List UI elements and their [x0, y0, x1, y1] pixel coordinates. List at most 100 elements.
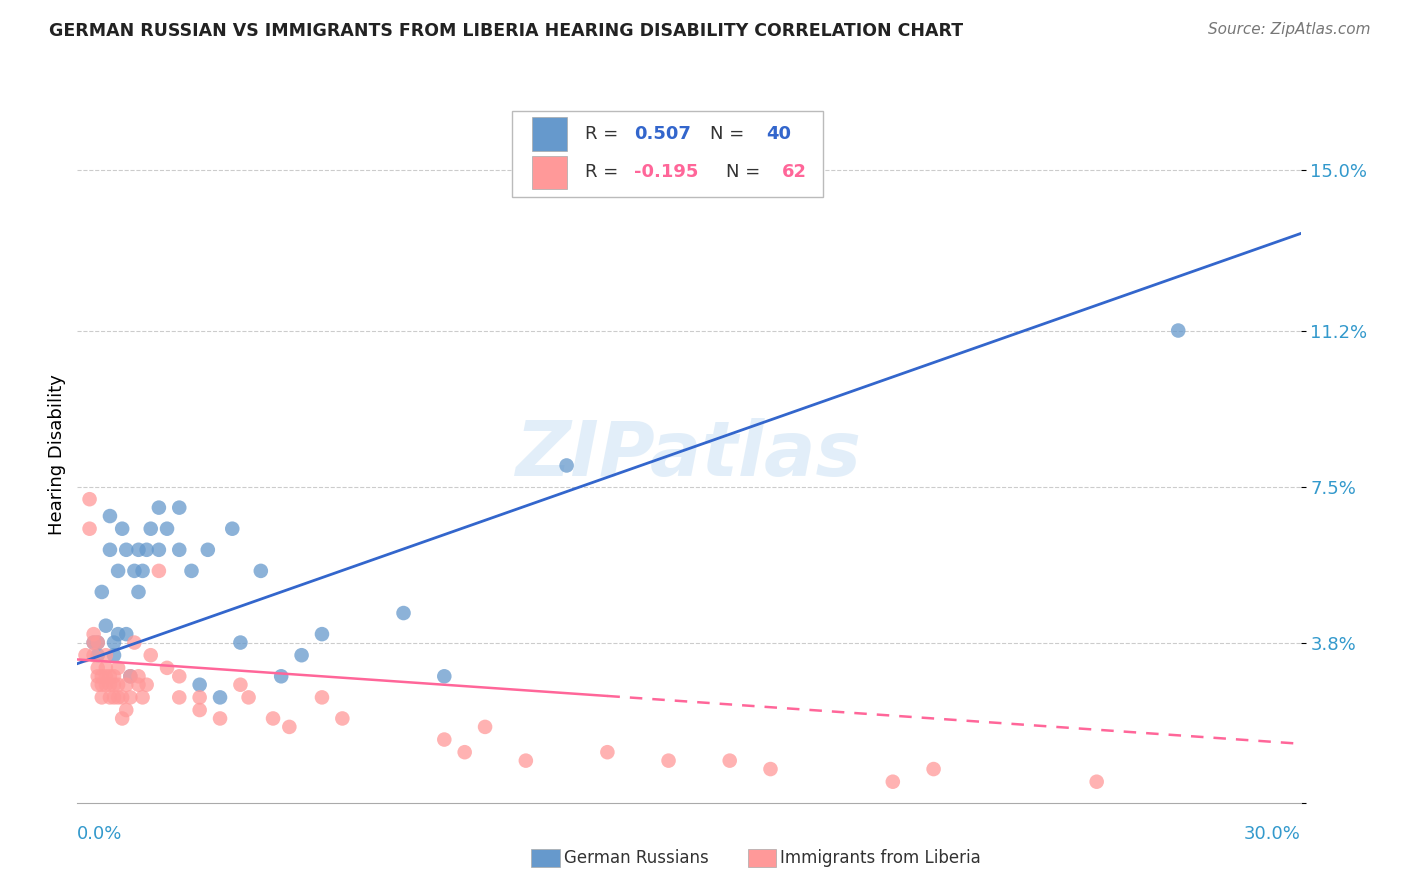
Point: [103, 690, 125, 705]
FancyBboxPatch shape: [512, 111, 824, 197]
Point: [169, 690, 191, 705]
Point: [83, 648, 105, 663]
Point: [111, 690, 134, 705]
Point: [197, 542, 219, 557]
Point: [120, 669, 142, 683]
Point: [87, 678, 110, 692]
Point: [127, 678, 149, 692]
Point: [278, 720, 301, 734]
Point: [135, 678, 157, 692]
Point: [107, 661, 129, 675]
Point: [87, 661, 110, 675]
Point: [127, 669, 149, 683]
Point: [139, 648, 162, 663]
Text: N =: N =: [725, 163, 766, 181]
Point: [94, 669, 117, 683]
Point: [94, 661, 117, 675]
Point: [169, 669, 191, 683]
Point: [98, 678, 121, 692]
Text: 30.0%: 30.0%: [1244, 825, 1301, 843]
Point: [90, 585, 112, 599]
Point: [107, 627, 129, 641]
Point: [115, 678, 138, 692]
Point: [658, 754, 681, 768]
Text: GERMAN RUSSIAN VS IMMIGRANTS FROM LIBERIA HEARING DISABILITY CORRELATION CHART: GERMAN RUSSIAN VS IMMIGRANTS FROM LIBERI…: [49, 22, 963, 40]
Point: [90, 669, 112, 683]
Point: [90, 678, 112, 692]
Point: [759, 762, 782, 776]
Point: [596, 745, 619, 759]
Point: [94, 678, 117, 692]
Point: [90, 690, 112, 705]
Point: [120, 690, 142, 705]
Text: 40: 40: [766, 125, 792, 143]
Point: [180, 564, 202, 578]
Point: [156, 522, 179, 536]
Text: R =: R =: [585, 125, 624, 143]
Point: [131, 690, 153, 705]
Text: German Russians: German Russians: [564, 849, 709, 867]
Point: [111, 711, 134, 725]
Point: [79, 492, 101, 507]
Point: [115, 627, 138, 641]
Point: [882, 774, 904, 789]
Point: [98, 690, 121, 705]
Point: [148, 500, 170, 515]
Point: [79, 522, 101, 536]
Point: [87, 635, 110, 649]
Point: [98, 669, 121, 683]
Point: [127, 542, 149, 557]
Point: [87, 648, 110, 663]
Point: [87, 635, 110, 649]
Point: [392, 606, 415, 620]
Point: [156, 661, 179, 675]
Point: [311, 627, 333, 641]
Text: -0.195: -0.195: [634, 163, 699, 181]
Point: [515, 754, 537, 768]
Point: [127, 585, 149, 599]
Text: R =: R =: [585, 163, 624, 181]
Point: [169, 542, 191, 557]
Point: [238, 690, 260, 705]
Point: [332, 711, 354, 725]
Point: [229, 678, 252, 692]
Point: [103, 648, 125, 663]
Point: [188, 690, 211, 705]
Point: [221, 522, 243, 536]
Point: [111, 522, 134, 536]
Point: [107, 678, 129, 692]
Text: Source: ZipAtlas.com: Source: ZipAtlas.com: [1208, 22, 1371, 37]
Point: [115, 703, 138, 717]
Point: [115, 542, 138, 557]
Point: [433, 732, 456, 747]
Point: [208, 690, 231, 705]
Point: [718, 754, 741, 768]
Text: N =: N =: [710, 125, 749, 143]
Point: [83, 635, 105, 649]
Text: 0.0%: 0.0%: [77, 825, 122, 843]
Y-axis label: Hearing Disability: Hearing Disability: [48, 375, 66, 535]
FancyBboxPatch shape: [533, 117, 567, 151]
Text: ZIPatlas: ZIPatlas: [516, 418, 862, 491]
Point: [83, 627, 105, 641]
FancyBboxPatch shape: [533, 155, 567, 189]
Point: [124, 635, 146, 649]
Point: [135, 542, 157, 557]
Point: [188, 678, 211, 692]
Point: [290, 648, 312, 663]
Text: 0.507: 0.507: [634, 125, 690, 143]
Point: [229, 635, 252, 649]
Point: [87, 669, 110, 683]
Point: [98, 542, 121, 557]
Point: [94, 648, 117, 663]
Point: [103, 635, 125, 649]
Point: [103, 669, 125, 683]
Point: [1167, 324, 1189, 338]
Point: [98, 509, 121, 524]
Text: 62: 62: [782, 163, 807, 181]
Text: Immigrants from Liberia: Immigrants from Liberia: [780, 849, 981, 867]
Point: [94, 618, 117, 632]
Point: [453, 745, 475, 759]
Point: [124, 564, 146, 578]
Point: [474, 720, 496, 734]
